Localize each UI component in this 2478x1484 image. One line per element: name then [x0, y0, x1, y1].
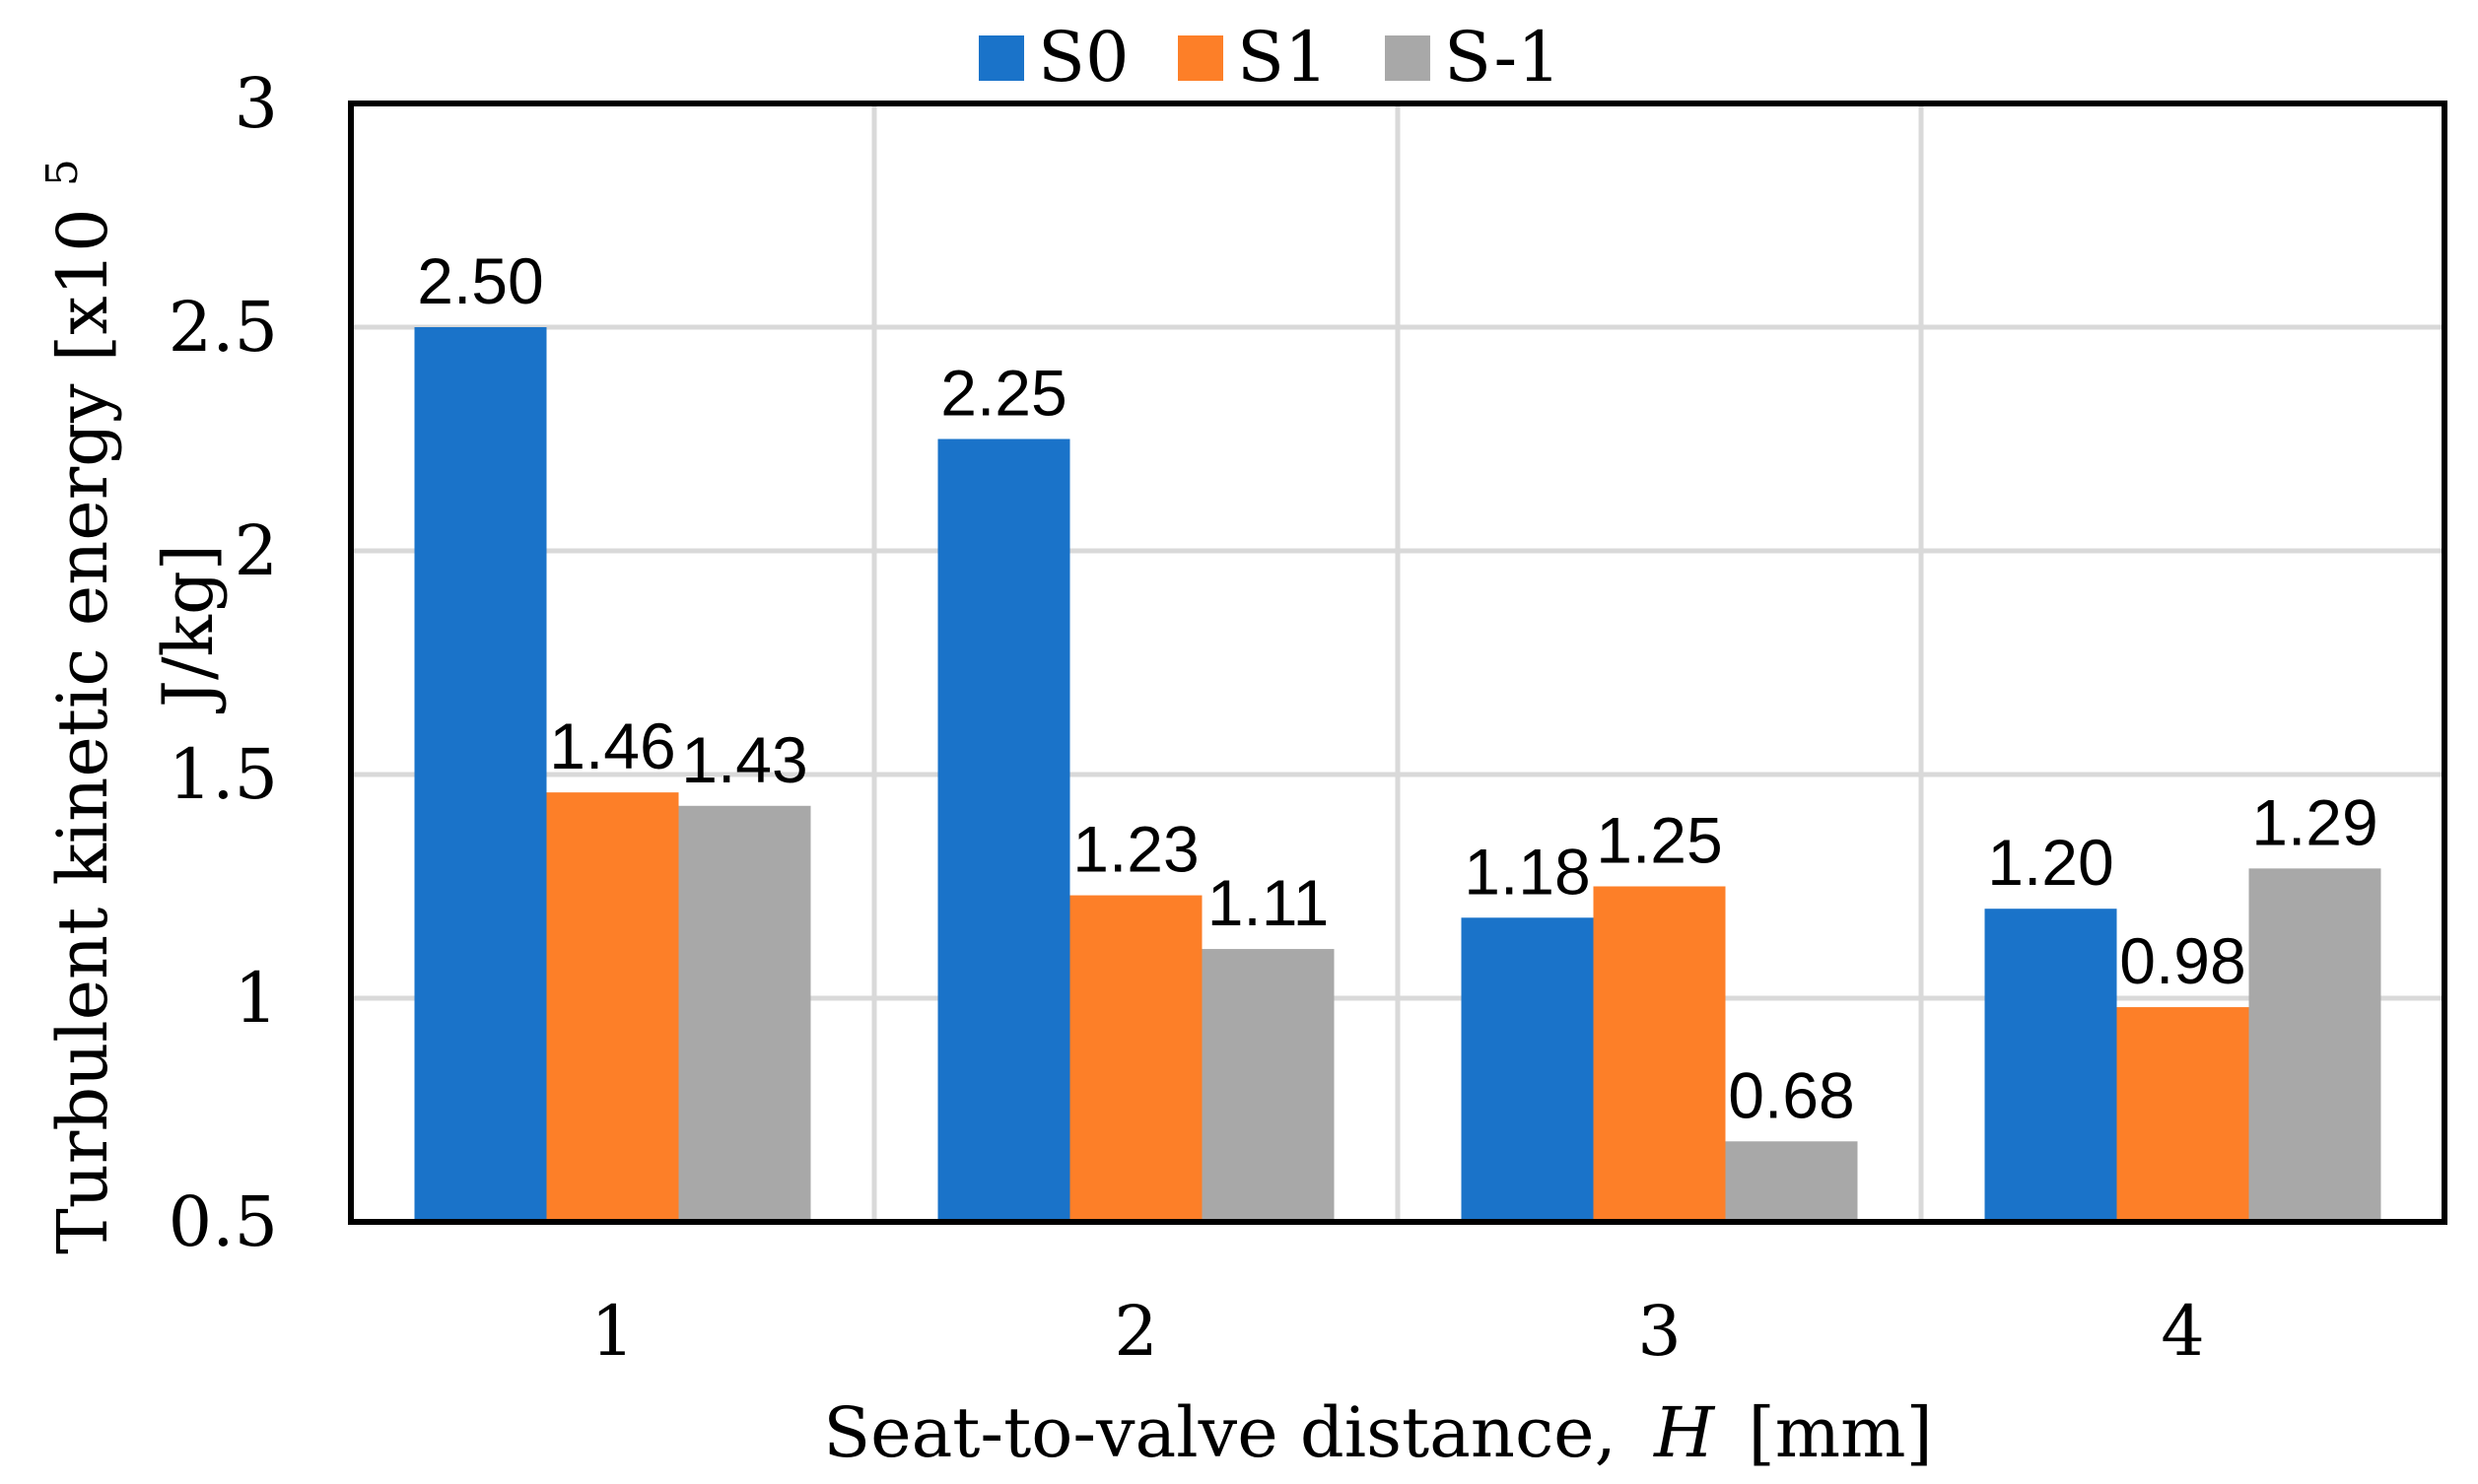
- bar-S-1-1: [678, 805, 811, 1222]
- bar-S0-3: [1461, 917, 1594, 1222]
- bar-S1-2: [1069, 895, 1203, 1222]
- data-label-S1-3: 1.25: [1596, 804, 1722, 877]
- y-axis-ticks: 0.5 1 1.5 2 2.5 3: [169, 63, 278, 1262]
- svg-text:Turbulent kinetic energy [x10: Turbulent kinetic energy [x10 5: [37, 159, 123, 1254]
- y-tick-label: 2.5: [169, 287, 278, 368]
- legend-label-S-1: S-1: [1444, 17, 1561, 98]
- x-axis-title-unit: [mm]: [1748, 1392, 1932, 1473]
- bar-S-1-4: [2248, 868, 2381, 1222]
- y-tick-label: 1: [234, 958, 278, 1039]
- data-label-S-1-2: 1.11: [1207, 866, 1330, 939]
- data-label-S-1-1: 1.43: [681, 723, 807, 796]
- x-tick-label: 1: [590, 1291, 635, 1372]
- x-axis-title-italic: H: [1652, 1392, 1716, 1473]
- bar-S0-4: [1984, 909, 2117, 1222]
- legend-swatch-S-1: [1385, 35, 1430, 81]
- y-axis-title-line2: J/kg]: [148, 544, 229, 713]
- data-label-S0-4: 1.20: [1987, 826, 2113, 899]
- x-tick-label: 4: [2161, 1291, 2205, 1372]
- bar-S-1-3: [1725, 1141, 1858, 1222]
- bar-S0-2: [937, 438, 1070, 1222]
- y-axis-title: Turbulent kinetic energy [x10 5 J/kg]: [37, 159, 229, 1254]
- data-label-S1-2: 1.23: [1072, 813, 1199, 886]
- y-tick-label: 3: [234, 63, 278, 144]
- bar-S1-3: [1593, 886, 1726, 1222]
- bar-S1-1: [546, 792, 679, 1222]
- y-axis-title-superscript: 5: [37, 159, 88, 186]
- legend-label-S1: S1: [1237, 17, 1329, 98]
- legend-swatch-S1: [1178, 35, 1223, 81]
- legend: S0 S1 S-1: [979, 17, 1561, 98]
- y-tick-label: 0.5: [169, 1181, 278, 1262]
- x-tick-label: 3: [1637, 1291, 1682, 1372]
- bar-marks: [414, 327, 2381, 1222]
- data-label-S1-1: 1.46: [549, 709, 675, 782]
- legend-label-S0: S0: [1038, 17, 1130, 98]
- legend-swatch-S0: [979, 35, 1024, 81]
- bar-S-1-2: [1202, 949, 1335, 1222]
- data-labels: 2.50 1.46 1.43 2.25 1.231.11 1.18 1.25 0.68 1.20…: [417, 244, 2377, 1131]
- x-tick-label: 2: [1114, 1291, 1158, 1372]
- x-axis-ticks: 1 2 3 4: [590, 1291, 2205, 1372]
- data-label-S1-4: 0.98: [2119, 924, 2245, 997]
- x-axis-title: Seat-to-valve distance, H [mm]: [823, 1392, 1933, 1473]
- data-label-S-1-3: 0.68: [1728, 1058, 1854, 1131]
- y-axis-title-line1: Turbulent kinetic energy [x10: [42, 208, 123, 1254]
- data-label-S0-1: 2.50: [417, 244, 543, 317]
- bar-S0-1: [414, 327, 547, 1222]
- y-tick-label: 2: [234, 510, 278, 591]
- data-label-S-1-4: 1.29: [2251, 785, 2377, 858]
- data-label-S0-2: 2.25: [940, 357, 1067, 430]
- y-tick-label: 1.5: [169, 734, 278, 815]
- plot-area-frame: [348, 101, 2447, 1225]
- bar-S1-4: [2116, 1007, 2249, 1222]
- data-label-S0-3: 1.18: [1464, 835, 1590, 908]
- x-axis-title-text: Seat-to-valve distance,: [823, 1392, 1617, 1473]
